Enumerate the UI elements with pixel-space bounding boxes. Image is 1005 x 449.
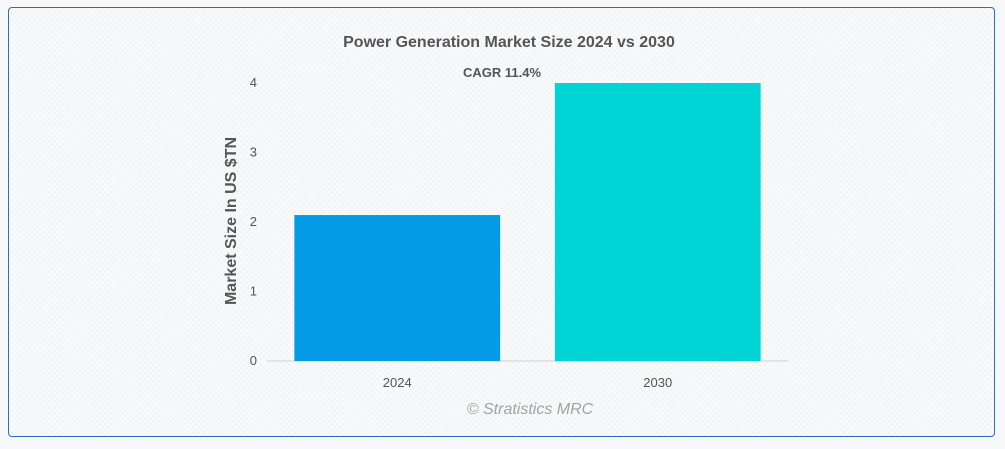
bar-2030 bbox=[554, 83, 761, 361]
bar-2024 bbox=[294, 215, 501, 361]
watermark: © Stratistics MRC bbox=[467, 401, 594, 418]
y-tick-label: 2 bbox=[250, 214, 257, 229]
bars bbox=[294, 83, 761, 361]
y-tick-label: 3 bbox=[250, 145, 257, 160]
y-tick-label: 1 bbox=[250, 284, 257, 299]
chart-frame bbox=[8, 7, 995, 437]
y-tick-label: 4 bbox=[250, 75, 257, 90]
y-axis-label: Market Size In US $TN bbox=[223, 137, 240, 305]
chart-title: Power Generation Market Size 2024 vs 203… bbox=[343, 34, 675, 51]
cagr-annotation: CAGR 11.4% bbox=[463, 65, 541, 80]
x-tick-label: 2024 bbox=[383, 375, 412, 390]
x-tick-label: 2030 bbox=[643, 375, 672, 390]
x-axis-ticks: 2024 2030 bbox=[383, 375, 672, 390]
y-axis-ticks: 0 1 2 3 4 bbox=[250, 75, 257, 368]
y-tick-label: 0 bbox=[250, 353, 257, 368]
